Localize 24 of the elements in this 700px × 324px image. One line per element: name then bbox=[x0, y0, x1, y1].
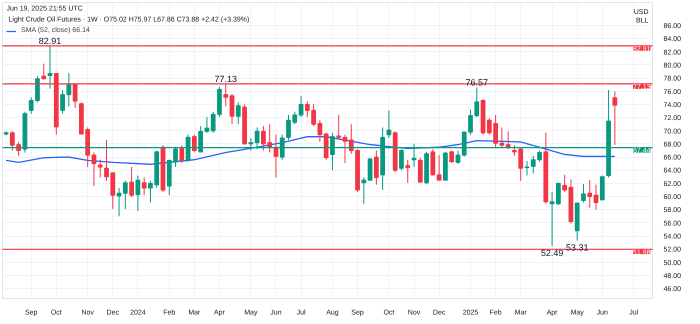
candlestick bbox=[135, 174, 140, 212]
candlestick bbox=[129, 166, 134, 198]
candlestick bbox=[386, 110, 392, 138]
candlestick bbox=[41, 63, 46, 80]
line-series bbox=[5, 136, 616, 165]
candlestick bbox=[600, 174, 605, 201]
candlestick bbox=[524, 160, 530, 176]
candlestick bbox=[10, 130, 15, 151]
candlestick bbox=[98, 159, 103, 178]
candlestick bbox=[236, 102, 241, 125]
candlestick bbox=[142, 176, 147, 196]
candlestick bbox=[48, 45, 52, 90]
candlestick bbox=[274, 134, 278, 178]
candlestick bbox=[405, 159, 410, 184]
candlestick bbox=[192, 134, 197, 153]
candlestick bbox=[418, 157, 423, 184]
annotation: 82.91 bbox=[38, 36, 62, 46]
candlestick bbox=[581, 184, 586, 203]
candlestick bbox=[612, 90, 618, 146]
candlestick bbox=[449, 150, 454, 164]
annotation: 52.49 bbox=[540, 248, 564, 258]
candlestick bbox=[179, 144, 184, 164]
annotation: 77.13 bbox=[214, 74, 238, 84]
candlestick bbox=[374, 150, 379, 186]
